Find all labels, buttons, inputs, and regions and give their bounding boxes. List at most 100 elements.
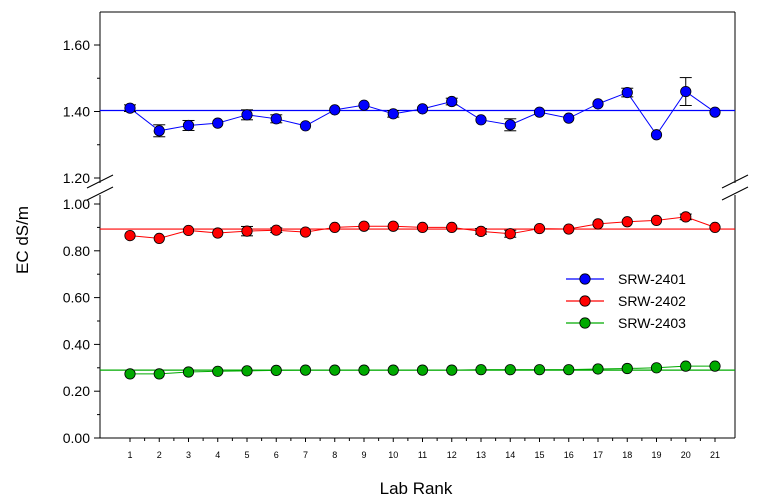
x-tick-label: 8 (332, 450, 337, 460)
x-tick-label: 21 (710, 450, 720, 460)
data-point (416, 364, 429, 376)
y-tick-label: 0.00 (63, 430, 90, 446)
data-point (124, 229, 136, 242)
x-tick-label: 18 (622, 450, 632, 460)
data-point (358, 99, 370, 111)
legend: SRW-2401 SRW-2402 SRW-2403 (566, 271, 686, 331)
data-point (299, 120, 312, 132)
y-tick-label: 0.80 (63, 243, 90, 259)
data-point (475, 225, 487, 237)
axis-break-mark-left (86, 174, 114, 189)
plot-frame (86, 11, 749, 439)
data-point (650, 214, 663, 226)
data-point (212, 365, 224, 377)
legend-marker (579, 273, 591, 285)
x-tick-label: 16 (564, 450, 574, 460)
legend-marker (579, 317, 591, 329)
data-point (153, 232, 165, 244)
data-point (563, 223, 575, 235)
x-tick-label: 14 (505, 450, 515, 460)
data-point (709, 221, 721, 233)
legend-marker (579, 295, 591, 307)
data-point (446, 364, 458, 376)
y-tick-label: 1.20 (63, 170, 90, 186)
data-point (270, 224, 282, 236)
data-point (621, 362, 633, 375)
data-point (329, 221, 341, 233)
x-tick-label: 20 (681, 450, 691, 460)
x-tick-label: 12 (447, 450, 457, 460)
data-point (533, 106, 546, 118)
data-series (124, 77, 721, 380)
data-point (299, 226, 312, 238)
series-group (124, 211, 721, 244)
data-point (416, 103, 429, 115)
data-point (563, 112, 575, 124)
data-point (680, 211, 692, 223)
data-point (475, 364, 487, 376)
data-point (680, 85, 692, 98)
x-tick-label: 1 (127, 450, 132, 460)
axis-break-mark-right (721, 186, 749, 201)
data-point (329, 364, 341, 376)
data-point (387, 364, 399, 376)
data-point (124, 102, 136, 114)
y-tick-label: 1.60 (63, 37, 90, 53)
data-point (709, 106, 721, 118)
axis-break-mask-left (86, 183, 114, 195)
data-point (182, 224, 195, 237)
data-point (153, 125, 165, 137)
y-axis-title: EC dS/m (13, 206, 32, 274)
x-tick-label: 19 (651, 450, 661, 460)
data-point (650, 129, 663, 141)
legend-label: SRW-2403 (618, 315, 686, 331)
data-point (621, 86, 633, 99)
data-point (650, 362, 663, 374)
y-tick-label: 0.20 (63, 383, 90, 399)
series-group (124, 77, 721, 141)
x-axis-title: Lab Rank (380, 479, 453, 498)
y-tick-label: 0.40 (63, 336, 90, 352)
data-point (533, 222, 546, 235)
x-tick-label: 13 (476, 450, 486, 460)
legend-label: SRW-2402 (618, 293, 686, 309)
x-tick-label: 11 (418, 450, 427, 460)
data-point (416, 221, 429, 233)
data-point (329, 104, 341, 116)
data-point (446, 221, 458, 233)
data-point (241, 225, 253, 237)
data-point (387, 108, 399, 120)
data-point (270, 364, 282, 376)
series-group (124, 360, 721, 380)
data-point (387, 220, 399, 232)
data-point (592, 363, 604, 375)
axis-ticks: 0.000.200.400.600.801.001.201.401.601 2 3 4… (63, 37, 720, 460)
axis-break-mark-right (721, 174, 749, 189)
data-point (270, 113, 282, 125)
data-point (563, 364, 575, 376)
data-point (504, 119, 516, 131)
data-point (592, 218, 604, 230)
data-point (709, 360, 721, 372)
data-point (475, 114, 487, 126)
data-point (241, 365, 253, 377)
data-point (241, 109, 253, 121)
x-tick-label: 5 (244, 450, 249, 460)
axis-break-mark-left (86, 186, 114, 201)
data-point (533, 364, 546, 376)
legend-label: SRW-2401 (618, 271, 686, 287)
reference-lines (100, 109, 735, 371)
data-point (358, 364, 370, 376)
data-point (124, 368, 136, 380)
data-point (212, 227, 224, 239)
data-point (182, 366, 195, 378)
data-point (212, 117, 224, 129)
data-point (504, 364, 516, 376)
x-tick-label: 6 (274, 450, 279, 460)
data-point (446, 95, 458, 108)
axis-break-mask-right (721, 183, 749, 195)
y-tick-label: 0.60 (63, 290, 90, 306)
x-tick-label: 7 (303, 450, 308, 460)
data-point (621, 216, 633, 228)
